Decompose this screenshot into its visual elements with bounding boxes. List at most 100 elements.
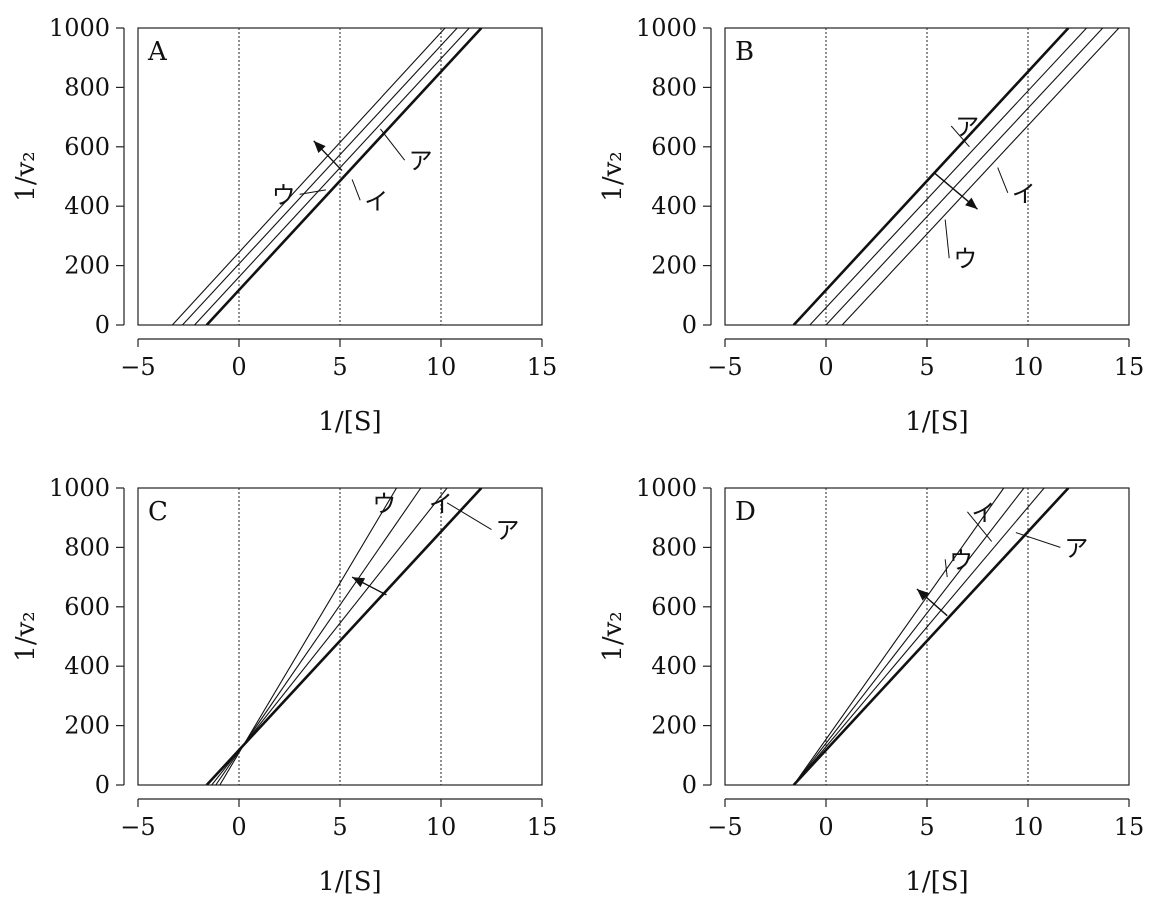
series-label: ア (496, 517, 520, 545)
series-line (793, 488, 1025, 785)
series-line (194, 28, 470, 325)
series-label: ア (955, 113, 979, 141)
x-axis-label: 1/[S] (905, 867, 968, 897)
series-line (793, 488, 1045, 785)
panel-b: −5 0 5 10 15 0 200 400 600 800 1000 1/[S] 1/v₂ B アイウ (598, 14, 1145, 437)
series-line (825, 28, 1104, 325)
x-tick-label: 0 (231, 813, 246, 841)
series-label: イ (971, 499, 995, 527)
label-leader-line (1015, 532, 1061, 548)
x-tick-label: 15 (527, 813, 558, 841)
x-axis-label: 1/[S] (318, 867, 381, 897)
y-tick-label: 0 (95, 771, 110, 799)
baseline-series-line (205, 488, 483, 785)
y-tick-label: 200 (651, 252, 697, 280)
series-label: イ (1012, 180, 1036, 208)
x-tick-label: 5 (332, 813, 347, 841)
panel-label-a: A (147, 37, 168, 67)
panel-c: −5 0 5 10 15 0 200 400 600 800 1000 1/[S] 1/v₂ C ア イ ウ (11, 474, 558, 897)
series-line (219, 488, 398, 785)
x-tick-label: 5 (919, 353, 934, 381)
x-tick-label: 15 (527, 353, 558, 381)
y-tick-label: 600 (64, 133, 110, 161)
x-tick-label: −5 (120, 353, 155, 381)
y-axis-label: 1/v₂ (11, 151, 41, 201)
x-tick-label: 0 (818, 813, 833, 841)
series-line (171, 28, 446, 325)
series-line (793, 488, 1005, 785)
y-tick-label: 200 (64, 252, 110, 280)
x-tick-label: 0 (231, 353, 246, 381)
y-tick-label: 800 (651, 73, 697, 101)
y-tick-label: 200 (651, 712, 697, 740)
y-tick-label: 0 (682, 311, 697, 339)
x-tick-label: 10 (1013, 353, 1044, 381)
x-axis-label: 1/[S] (905, 407, 968, 437)
arrow-head-icon (916, 588, 930, 601)
baseline-series-line (792, 28, 1070, 325)
label-leader-line (950, 125, 970, 148)
y-tick-label: 600 (64, 593, 110, 621)
series-label: イ (429, 490, 453, 518)
x-tick-label: −5 (707, 353, 742, 381)
label-leader-line (446, 502, 492, 531)
panel-a: −5 0 5 10 15 0 200 400 600 800 1000 1/[S] 1/v₂ A アイ ウ (11, 14, 558, 437)
series-label: ウ (949, 546, 973, 574)
y-tick-label: 1000 (636, 14, 697, 42)
label-leader-line (944, 559, 948, 578)
y-tick-label: 0 (95, 311, 110, 339)
baseline-series-line (205, 28, 483, 325)
x-tick-label: 15 (1114, 353, 1145, 381)
y-tick-label: 1000 (636, 474, 697, 502)
series-line (182, 28, 458, 325)
y-tick-label: 400 (651, 192, 697, 220)
label-leader-line (944, 219, 950, 259)
label-leader-line (380, 128, 406, 161)
panel-label-d: D (735, 497, 756, 527)
x-tick-label: 15 (1114, 813, 1145, 841)
x-tick-label: −5 (120, 813, 155, 841)
y-tick-label: 200 (64, 712, 110, 740)
panel-label-c: C (148, 497, 168, 527)
x-tick-label: 10 (1013, 813, 1044, 841)
series-label: ウ (372, 490, 396, 518)
y-tick-label: 800 (64, 73, 110, 101)
y-tick-label: 800 (64, 533, 110, 561)
y-axis-label: 1/v₂ (598, 151, 628, 201)
x-tick-label: 0 (818, 353, 833, 381)
y-tick-label: 0 (682, 771, 697, 799)
y-tick-label: 400 (651, 652, 697, 680)
x-tick-label: 10 (426, 813, 457, 841)
y-tick-label: 400 (64, 192, 110, 220)
x-tick-label: 5 (332, 353, 347, 381)
x-tick-label: 5 (919, 813, 934, 841)
y-axis-label: 1/v₂ (598, 611, 628, 661)
label-leader-line (351, 179, 361, 201)
series-line (841, 28, 1120, 325)
series-line (211, 488, 448, 785)
y-tick-label: 800 (651, 533, 697, 561)
y-axis-label: 1/v₂ (11, 611, 41, 661)
x-tick-label: −5 (707, 813, 742, 841)
panel-d: −5 0 5 10 15 0 200 400 600 800 1000 1/[S] 1/v₂ D ア イウ (598, 474, 1145, 897)
y-tick-label: 600 (651, 133, 697, 161)
y-tick-label: 1000 (49, 14, 110, 42)
y-tick-label: 600 (651, 593, 697, 621)
label-leader-line (967, 511, 993, 542)
panel-label-b: B (735, 37, 754, 67)
arrow-head-icon (313, 140, 326, 153)
arrow-head-icon (352, 577, 366, 588)
series-line (809, 28, 1087, 325)
x-axis-label: 1/[S] (318, 407, 381, 437)
y-tick-label: 1000 (49, 474, 110, 502)
series-line (215, 488, 422, 785)
label-leader-line (299, 189, 326, 195)
baseline-series-line (792, 488, 1070, 785)
x-tick-label: 10 (426, 353, 457, 381)
y-tick-label: 400 (64, 652, 110, 680)
label-leader-line (997, 167, 1009, 194)
series-label: イ (364, 187, 388, 215)
series-label: ア (409, 147, 433, 175)
arrow-head-icon (965, 197, 978, 210)
